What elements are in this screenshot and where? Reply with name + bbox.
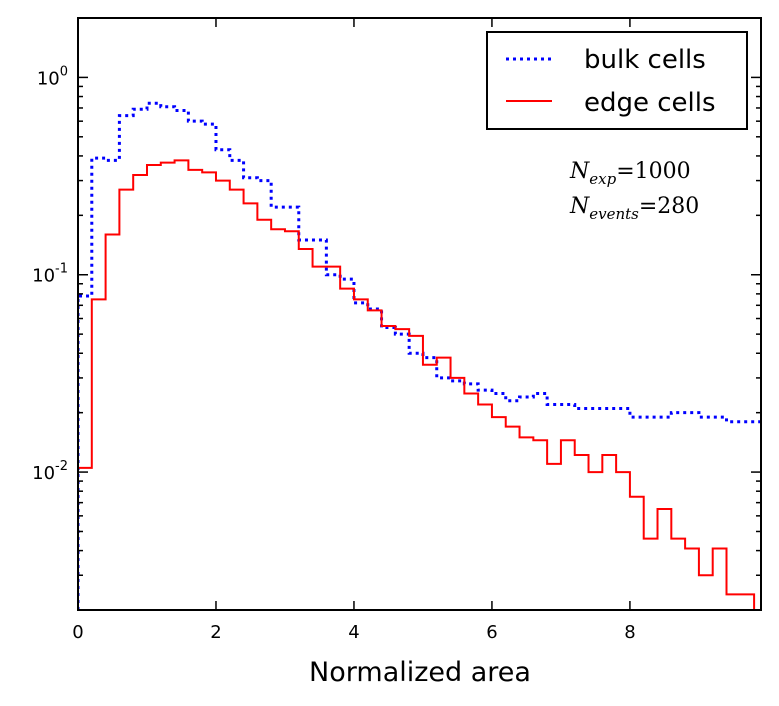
annotation-n-events-subscript: events bbox=[589, 205, 639, 223]
annotation-n-exp-value: =1000 bbox=[616, 159, 690, 184]
y-tick-label--1: 10-1 bbox=[32, 262, 68, 287]
x-tick-label-0: 0 bbox=[72, 622, 83, 643]
annotation-n-exp: Nexp=1000 bbox=[569, 159, 691, 188]
y-tick-label--2: 10-2 bbox=[32, 459, 68, 484]
legend-label-bulk-cells: bulk cells bbox=[584, 45, 706, 75]
legend-frame bbox=[486, 31, 748, 130]
annotation-n-events-value: =280 bbox=[639, 194, 699, 219]
series-bulk-cells bbox=[78, 101, 761, 610]
x-tick-label-6: 6 bbox=[486, 622, 497, 643]
y-tick-label-0: 100 bbox=[37, 64, 68, 89]
annotation-n-events-symbol: N bbox=[569, 194, 590, 219]
svg-text:Nexp=1000: Nexp=1000 bbox=[569, 159, 691, 188]
x-tick-label-4: 4 bbox=[348, 622, 359, 643]
ticks-layer: 0 2 4 6 8 100 10-1 10-2 bbox=[32, 17, 761, 643]
x-axis-label: Normalized area bbox=[309, 657, 531, 688]
annotation-n-exp-symbol: N bbox=[569, 159, 590, 184]
legend: bulk cells edge cells bbox=[486, 31, 748, 130]
legend-label-edge-cells: edge cells bbox=[584, 88, 716, 118]
svg-text:Nevents=280: Nevents=280 bbox=[569, 194, 699, 223]
series-layer bbox=[78, 101, 761, 610]
x-tick-label-2: 2 bbox=[210, 622, 221, 643]
annotation-n-exp-subscript: exp bbox=[589, 170, 616, 188]
plot-frame bbox=[77, 17, 762, 611]
annotation-n-events: Nevents=280 bbox=[569, 194, 699, 223]
x-tick-label-8: 8 bbox=[624, 622, 635, 643]
series-edge-cells bbox=[78, 159, 756, 610]
